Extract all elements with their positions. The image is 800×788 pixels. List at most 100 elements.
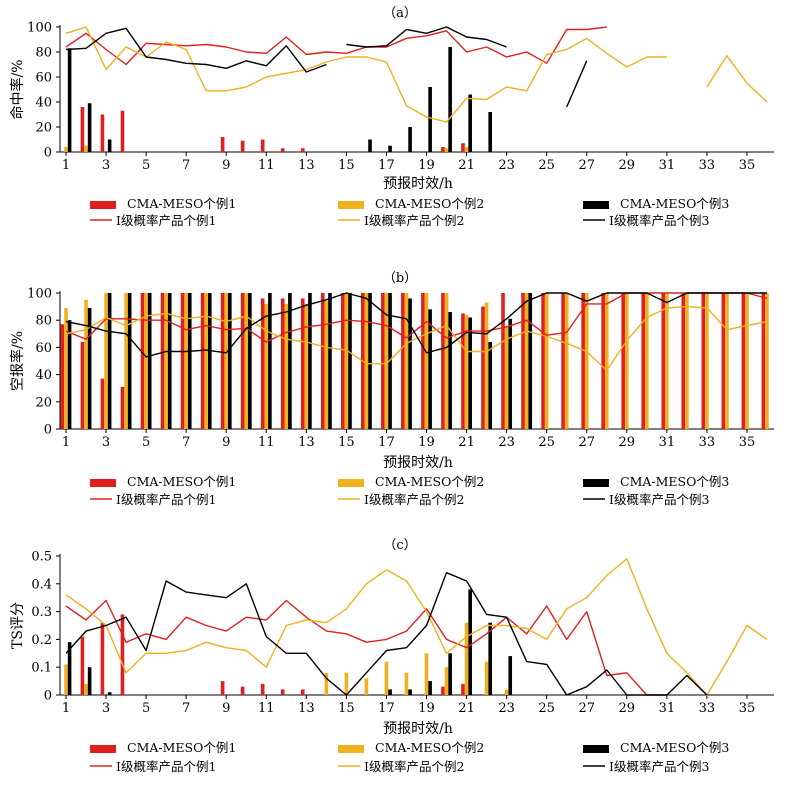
bar-case2 (685, 293, 689, 429)
x-tick-label: 23 (498, 158, 515, 173)
bar-case2 (324, 672, 329, 695)
bar-case2 (564, 293, 569, 429)
bar-case2 (224, 293, 229, 429)
bar-case2 (84, 683, 88, 695)
bar-case3 (187, 293, 192, 429)
legend-label: CMA-MESO个例2 (375, 474, 484, 489)
x-tick-label: 11 (258, 701, 275, 716)
bar-case2 (324, 301, 329, 429)
bar-case3 (428, 87, 432, 152)
bar-case3 (328, 293, 332, 429)
x-tick-label: 19 (418, 701, 435, 716)
y-axis-label: 空报率/% (9, 331, 26, 391)
y-tick-label: 0 (44, 689, 52, 704)
bar-case2 (84, 145, 88, 152)
x-tick-label: 13 (298, 158, 315, 173)
x-tick-label: 9 (222, 701, 230, 716)
bar-case1 (441, 147, 445, 152)
x-tick-label: 9 (222, 158, 230, 173)
x-tick-label: 29 (619, 158, 636, 173)
x-tick-label: 35 (739, 701, 756, 716)
bar-case2 (504, 325, 509, 429)
bar-case2 (464, 622, 469, 695)
bar-case1 (501, 293, 505, 429)
x-tick-label: 3 (102, 435, 110, 450)
bar-case2 (384, 293, 389, 429)
line-case3 (65, 572, 708, 696)
bar-case1 (220, 137, 225, 152)
x-tick-label: 31 (659, 158, 676, 173)
bar-case1 (240, 140, 245, 152)
x-tick-label: 15 (338, 435, 355, 450)
legend-label: I级概率产品个例2 (364, 492, 464, 507)
bar-case2 (144, 293, 148, 429)
x-tick-label: 21 (458, 158, 475, 173)
legend-swatch-bar (90, 201, 116, 209)
legend-label: CMA-MESO个例3 (620, 740, 729, 755)
y-axis-label: 命中率/% (9, 59, 26, 119)
bar-case1 (641, 293, 646, 429)
bar-case1 (300, 689, 305, 695)
x-tick-label: 3 (102, 158, 110, 173)
bar-case3 (388, 145, 392, 152)
bar-case1 (561, 293, 565, 429)
bar-case1 (80, 107, 85, 152)
bar-case3 (368, 139, 372, 152)
bar-case1 (621, 293, 625, 429)
bar-case3 (468, 589, 472, 695)
bar-case2 (604, 293, 609, 429)
legend-label: CMA-MESO个例3 (620, 196, 729, 211)
bar-case1 (521, 293, 525, 429)
legend-label: I级概率产品个例2 (364, 759, 464, 774)
bar-case1 (100, 114, 105, 152)
y-tick-label: 0.1 (31, 661, 52, 676)
bar-case2 (284, 303, 289, 429)
legend-swatch-bar (338, 745, 364, 753)
x-tick-label: 7 (182, 701, 190, 716)
x-tick-label: 1 (62, 701, 70, 716)
bar-case2 (424, 293, 429, 429)
legend-swatch-bar (583, 479, 609, 487)
y-tick-label: 80 (35, 314, 52, 329)
bar-case1 (300, 298, 305, 429)
x-axis-label: 预报时效/h (383, 455, 453, 471)
x-tick-label: 9 (222, 435, 230, 450)
x-tick-label: 19 (418, 435, 435, 450)
x-tick-label: 15 (338, 701, 355, 716)
bar-case3 (448, 653, 452, 695)
bar-case1 (280, 689, 285, 695)
bar-case2 (304, 303, 309, 429)
bar-case3 (388, 689, 392, 695)
bar-case1 (260, 683, 265, 695)
legend-swatch-bar (338, 479, 364, 487)
bar-case1 (481, 306, 485, 429)
bar-case1 (300, 148, 305, 152)
y-tick-label: 0.3 (31, 605, 52, 620)
bar-case2 (204, 293, 208, 429)
bar-case1 (401, 293, 405, 429)
bar-case1 (381, 293, 385, 429)
x-tick-label: 19 (418, 158, 435, 173)
legend-label: I级概率产品个例3 (609, 213, 709, 228)
x-tick-label: 11 (258, 435, 275, 450)
bar-case3 (468, 94, 472, 152)
bar-case3 (508, 318, 513, 429)
bar-case3 (268, 293, 272, 429)
bar-case3 (67, 642, 72, 695)
legend-swatch-bar (583, 201, 609, 209)
bar-case1 (421, 293, 425, 429)
legend-swatch-bar (583, 745, 609, 753)
bar-case1 (200, 293, 205, 429)
bar-case3 (408, 689, 412, 695)
bar-case2 (625, 293, 629, 429)
bar-case2 (464, 147, 469, 152)
bar-case2 (164, 293, 168, 429)
bar-case1 (260, 139, 265, 152)
line-case3 (346, 26, 507, 48)
panel-title: （a） (383, 6, 417, 21)
bar-case2 (124, 293, 128, 429)
panel-title: （b） (383, 271, 417, 286)
x-tick-label: 11 (258, 158, 275, 173)
